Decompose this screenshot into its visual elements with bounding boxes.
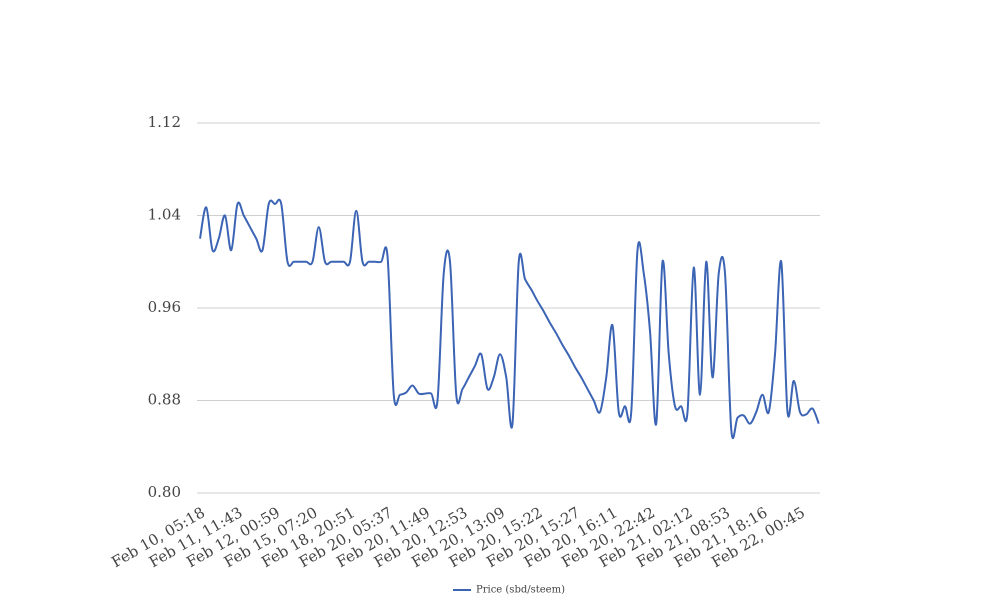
y-tick-label: 0.96: [148, 298, 181, 316]
y-tick-label: 1.12: [148, 113, 181, 131]
price-line: [199, 198, 820, 440]
legend-label: Price (sbd/steem): [476, 585, 565, 596]
y-tick-label: 0.88: [148, 391, 181, 409]
y-tick-label: 1.04: [148, 206, 181, 224]
y-tick-label: 0.80: [148, 483, 181, 501]
